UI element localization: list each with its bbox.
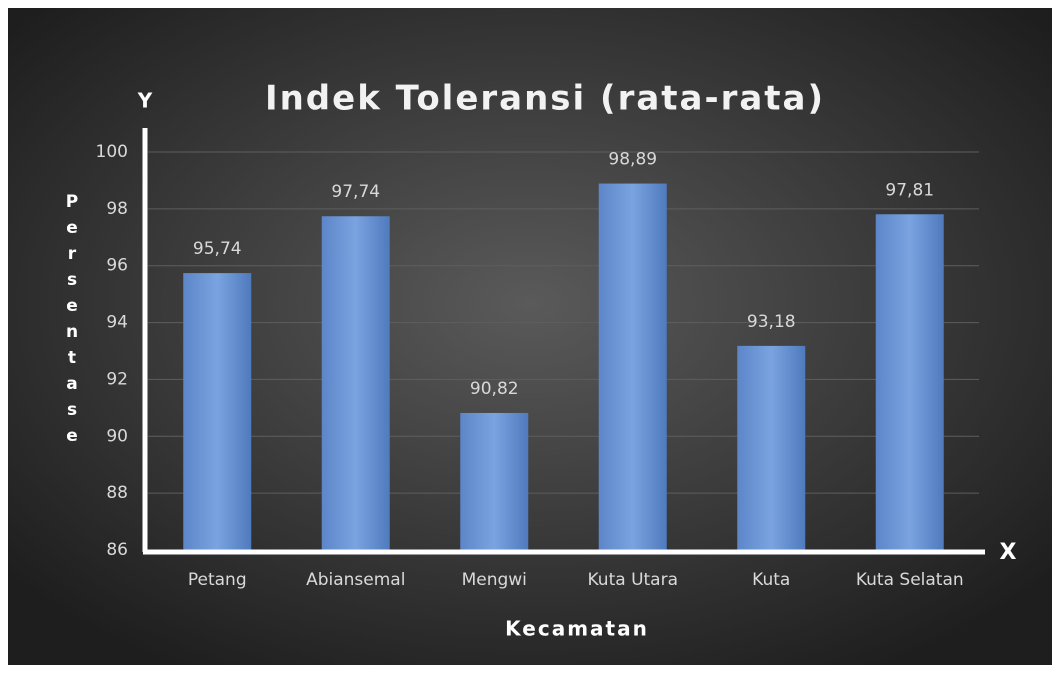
value-label: 98,89 bbox=[608, 150, 657, 170]
y-tick-label: 100 bbox=[96, 142, 128, 162]
x-tick-label: Petang bbox=[188, 570, 247, 590]
x-axis-title: Kecamatan bbox=[505, 617, 649, 641]
bar bbox=[875, 214, 944, 550]
bar bbox=[598, 183, 667, 550]
value-label: 93,18 bbox=[747, 312, 796, 332]
value-label: 95,74 bbox=[193, 239, 242, 259]
x-tick-label: Kuta bbox=[752, 570, 790, 590]
y-tick-label: 90 bbox=[106, 426, 128, 446]
value-label: 97,81 bbox=[885, 180, 934, 200]
x-tick-label: Abiansemal bbox=[306, 570, 405, 590]
y-axis-title: Persentase bbox=[62, 192, 82, 452]
y-axis-letter: Y bbox=[137, 89, 153, 113]
x-tick-label: Kuta Selatan bbox=[856, 570, 964, 590]
value-label: 97,74 bbox=[331, 182, 380, 202]
bar bbox=[460, 412, 529, 550]
y-tick-label: 94 bbox=[106, 313, 128, 333]
y-tick-label: 92 bbox=[106, 369, 128, 389]
bar bbox=[183, 273, 252, 550]
chart-title: Indek Toleransi (rata-rata) bbox=[265, 79, 825, 119]
value-label: 90,82 bbox=[470, 379, 519, 399]
bar bbox=[737, 345, 806, 550]
plot-area: 86 88 90 92 94 96 98 100 Petang 95,74 Abiansemal 97… bbox=[96, 128, 985, 590]
x-tick-label: Kuta Utara bbox=[588, 570, 679, 590]
x-tick-label: Mengwi bbox=[462, 570, 527, 590]
y-tick-label: 98 bbox=[106, 199, 128, 219]
y-tick-label: 86 bbox=[106, 540, 128, 560]
bar bbox=[321, 216, 390, 550]
y-tick-label: 88 bbox=[106, 483, 128, 503]
x-axis-letter: X bbox=[1000, 540, 1017, 565]
y-tick-label: 96 bbox=[106, 256, 128, 276]
